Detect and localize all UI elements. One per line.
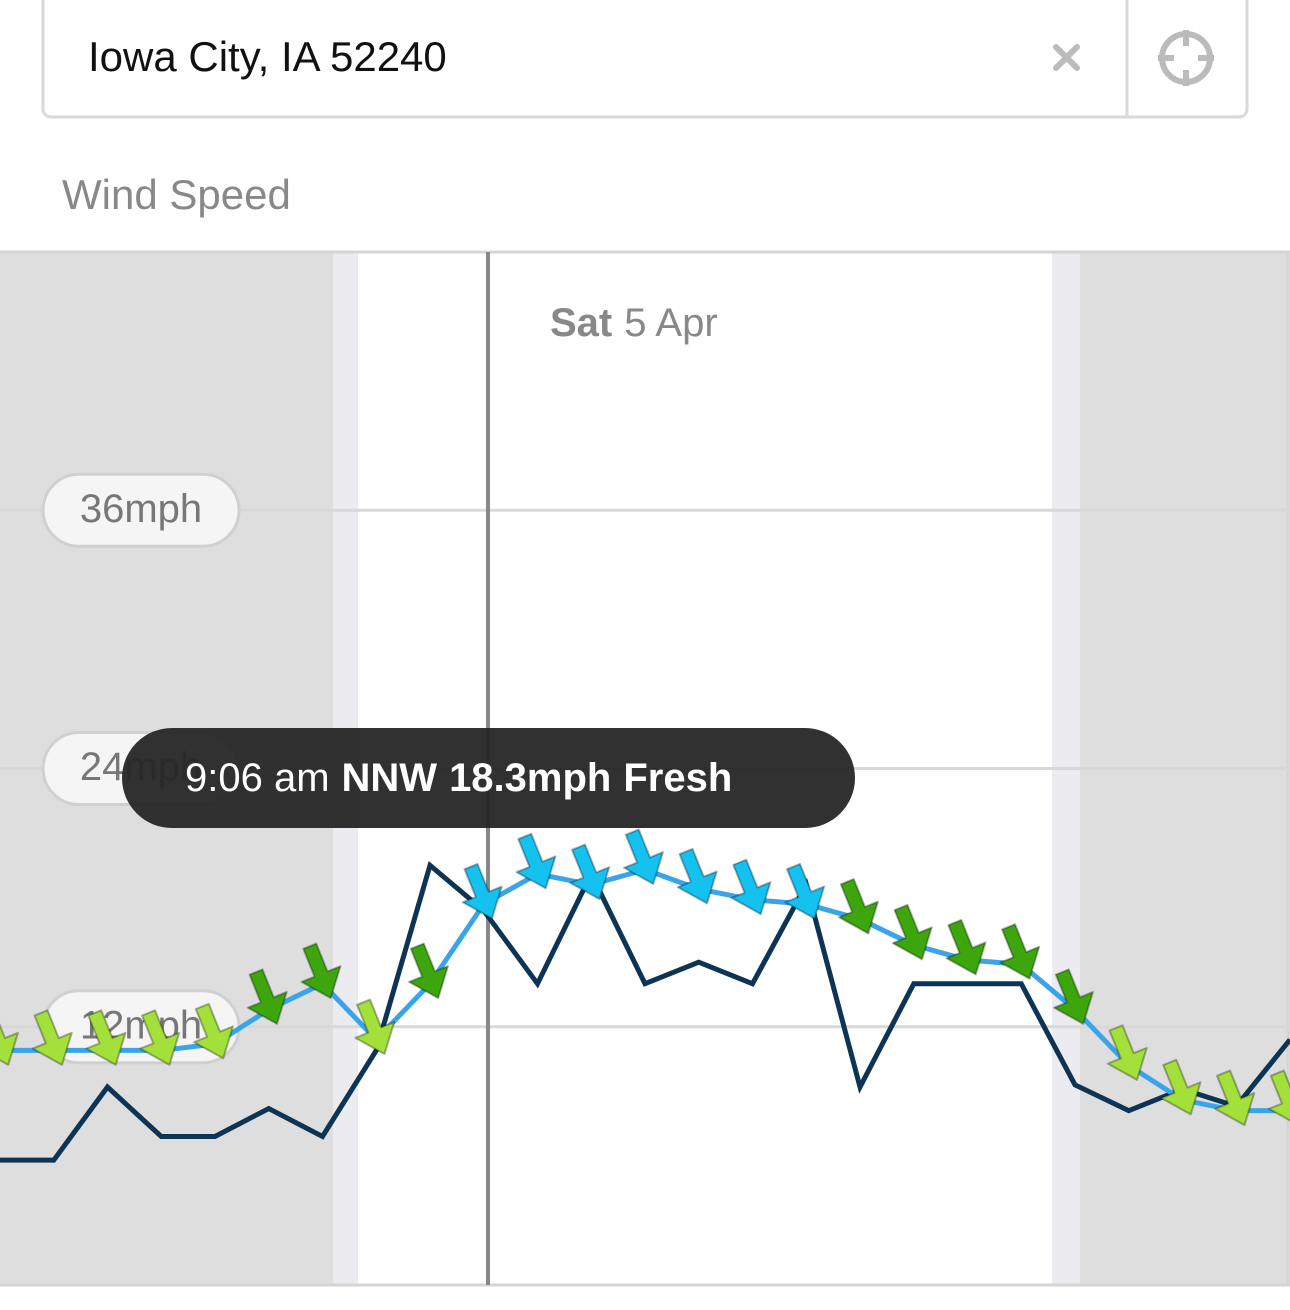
date: 5 Apr bbox=[624, 301, 717, 345]
wind-arrow bbox=[85, 1009, 127, 1066]
tooltip: 9:06 am NNW 18.3mph Fresh bbox=[122, 728, 855, 828]
tooltip-text: 9:06 am NNW 18.3mph Fresh bbox=[185, 756, 732, 800]
wind-arrow bbox=[354, 998, 396, 1056]
wind-arrow bbox=[139, 1009, 181, 1066]
wind-arrow bbox=[1053, 968, 1094, 1025]
wind-arrow bbox=[0, 1009, 19, 1066]
wind-arrow bbox=[1106, 1024, 1148, 1081]
wind-arrow bbox=[300, 942, 342, 1000]
tooltip-speed: 18.3mph bbox=[449, 756, 611, 800]
wind-arrow bbox=[838, 877, 879, 935]
y-tick-label: 36mph bbox=[80, 487, 202, 531]
wind-arrow bbox=[1214, 1069, 1256, 1127]
wind-arrow bbox=[1268, 1069, 1290, 1127]
tooltip-description: Fresh bbox=[623, 756, 732, 800]
wind-arrow bbox=[623, 828, 664, 886]
tooltip-direction: NNW bbox=[342, 756, 438, 800]
wind-arrow bbox=[461, 862, 503, 920]
wind-arrow bbox=[891, 903, 933, 961]
wind-arrow bbox=[31, 1009, 73, 1066]
wind-arrow bbox=[730, 858, 772, 916]
wind-arrow bbox=[246, 968, 288, 1025]
wind-arrow bbox=[784, 862, 826, 920]
clear-button[interactable] bbox=[1053, 44, 1080, 71]
observed-line bbox=[0, 860, 1290, 1163]
wind-arrow bbox=[1160, 1058, 1202, 1116]
locate-button[interactable] bbox=[1158, 30, 1214, 86]
day-label: Sat 5 Apr bbox=[550, 301, 718, 345]
y-tick-pill bbox=[41, 472, 241, 548]
wind-arrow bbox=[569, 843, 611, 901]
wind-arrow bbox=[999, 923, 1041, 980]
clear-icon bbox=[1053, 44, 1080, 71]
search-input[interactable]: Iowa City, IA 52240 bbox=[88, 33, 447, 80]
wind-arrow bbox=[676, 847, 718, 905]
tooltip-box bbox=[122, 728, 855, 828]
weekday: Sat bbox=[550, 301, 612, 345]
wind-arrow bbox=[945, 918, 987, 976]
tooltip-time: 9:06 am bbox=[185, 756, 330, 800]
search-box[interactable] bbox=[41, 0, 1249, 119]
wind-arrow bbox=[408, 942, 449, 1000]
wind-arrow bbox=[515, 832, 557, 890]
section-title: Wind Speed bbox=[62, 171, 291, 218]
wind-arrow bbox=[193, 1002, 234, 1060]
